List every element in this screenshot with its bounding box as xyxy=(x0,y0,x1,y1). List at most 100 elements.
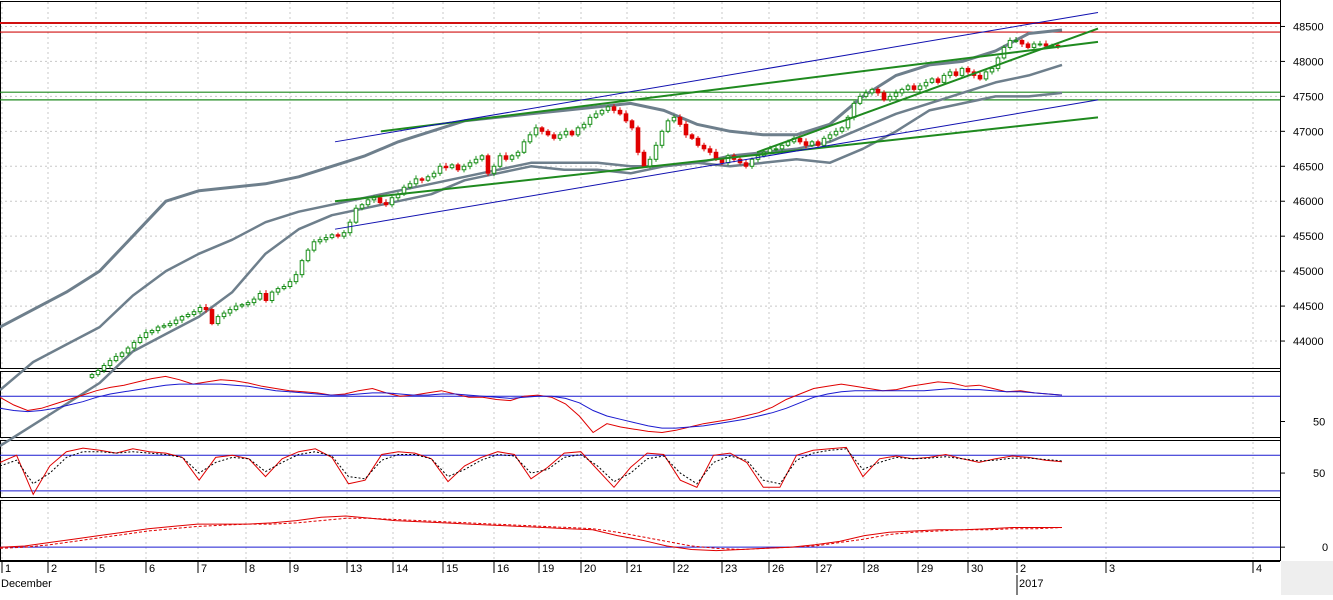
candle-body xyxy=(161,325,167,328)
candle xyxy=(833,127,839,137)
candle xyxy=(557,131,563,141)
candle xyxy=(887,93,893,103)
candle-body xyxy=(521,141,527,153)
candle-body xyxy=(647,158,653,167)
candle-body xyxy=(137,337,143,343)
bollinger-band-middle xyxy=(0,63,1063,391)
candle xyxy=(977,72,983,81)
candle-body xyxy=(209,309,215,325)
candle-body xyxy=(281,286,287,290)
candle-body xyxy=(593,113,599,118)
candle-body xyxy=(821,137,827,146)
candle xyxy=(131,339,137,352)
candle xyxy=(959,66,965,78)
candle xyxy=(965,66,971,75)
candle-body xyxy=(545,130,551,136)
candle xyxy=(701,142,707,152)
candle-body xyxy=(299,260,305,276)
candle-body xyxy=(479,155,485,160)
candle-body xyxy=(233,305,239,311)
panel-frames xyxy=(0,0,1281,561)
candle xyxy=(347,219,353,236)
candle-body xyxy=(155,326,161,332)
candle-body xyxy=(191,311,197,315)
candle xyxy=(425,174,431,183)
candle-body xyxy=(587,116,593,125)
candle xyxy=(551,132,557,141)
candle xyxy=(209,307,215,326)
candle xyxy=(269,290,275,304)
oscillator-2-panel xyxy=(0,446,1280,496)
candle xyxy=(869,87,875,96)
candle xyxy=(1037,40,1043,47)
candle-body xyxy=(1043,43,1049,47)
candle-body xyxy=(269,291,275,301)
x-axis-label: 22 xyxy=(677,563,689,575)
grid xyxy=(0,2,1280,561)
candle xyxy=(305,247,311,263)
candle xyxy=(1007,37,1013,50)
x-axis-label: 4 xyxy=(1256,563,1262,575)
price-axis-label: 44000 xyxy=(1293,336,1324,348)
candle-body xyxy=(533,127,539,136)
candle-body xyxy=(677,116,683,125)
candle-body xyxy=(323,237,329,241)
price-axis-label: 45500 xyxy=(1293,231,1324,243)
candle-body xyxy=(605,106,611,111)
candle-body xyxy=(995,57,1001,69)
candle-body xyxy=(653,144,659,160)
candle xyxy=(827,131,833,142)
candle-body xyxy=(311,241,317,251)
candle-body xyxy=(671,116,677,122)
candle-body xyxy=(275,288,281,293)
candle xyxy=(1031,41,1037,50)
x-axis-label: 8 xyxy=(249,563,255,575)
candle xyxy=(173,316,179,327)
candle-body xyxy=(305,249,311,262)
candle xyxy=(539,126,545,135)
candle xyxy=(635,125,641,156)
price-axis-label: 47000 xyxy=(1293,126,1324,138)
x-axis-label: 23 xyxy=(725,563,737,575)
candle xyxy=(341,230,347,239)
candle xyxy=(221,310,227,320)
candle xyxy=(929,77,935,85)
candle xyxy=(905,83,911,92)
candle-body xyxy=(1031,43,1037,48)
candle-body xyxy=(977,74,983,80)
candle xyxy=(413,175,419,187)
candle-body xyxy=(575,127,581,136)
candle-body xyxy=(125,347,131,354)
candle xyxy=(983,68,989,82)
candle xyxy=(185,312,191,319)
candle-body xyxy=(221,312,227,318)
oscillator-1-panel xyxy=(0,375,1280,434)
candle-body xyxy=(431,172,437,178)
candle xyxy=(125,345,131,356)
candle xyxy=(89,372,95,380)
candle xyxy=(947,68,953,79)
candle-body xyxy=(473,158,479,164)
candle-body xyxy=(641,151,647,167)
candle xyxy=(227,306,233,317)
candle xyxy=(743,159,749,169)
price-axis-label: 46500 xyxy=(1293,161,1324,173)
candle-body xyxy=(239,304,245,307)
candle xyxy=(419,177,425,184)
candle-body xyxy=(941,74,947,83)
candle xyxy=(389,195,395,208)
candle xyxy=(95,368,101,377)
candle xyxy=(155,324,161,334)
candle xyxy=(845,115,851,131)
candle-body xyxy=(1037,43,1043,46)
price-axis-label: 48000 xyxy=(1293,56,1324,68)
candle xyxy=(137,334,143,345)
candle-body xyxy=(437,165,443,174)
trend-line-green xyxy=(334,116,1099,203)
trend-line-green xyxy=(380,40,1099,133)
candle-body xyxy=(551,134,557,139)
candle xyxy=(917,82,923,92)
candle-body xyxy=(569,130,575,136)
candle-body xyxy=(359,204,365,209)
